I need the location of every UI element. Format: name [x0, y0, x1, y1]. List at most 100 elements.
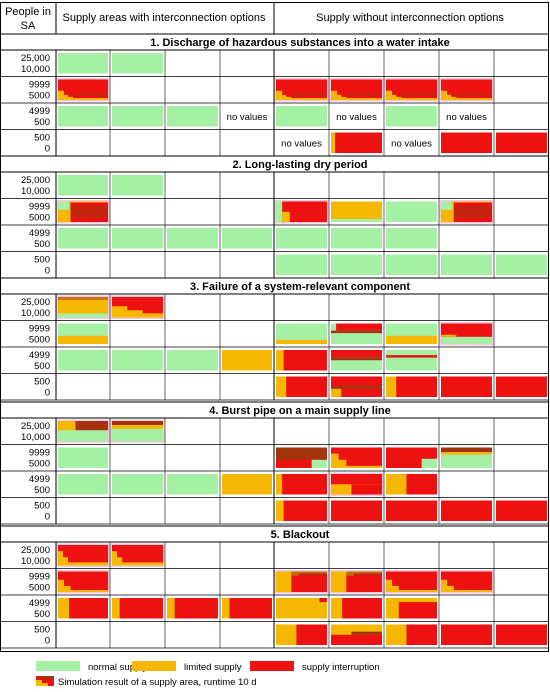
- normal-fill: [58, 106, 108, 127]
- scenario-title: 1. Discharge of hazardous substances int…: [150, 37, 450, 49]
- row-label-upper: 500: [34, 377, 50, 388]
- interruption-top: [112, 297, 163, 303]
- supply-area-cell: [112, 228, 163, 249]
- row-label-upper: 4999: [29, 228, 50, 239]
- limited-fill: [222, 350, 272, 371]
- supply-area-cell: [110, 419, 165, 443]
- supply-area-cell: [167, 106, 218, 127]
- normal-fill: [276, 106, 327, 127]
- supply-area-cell: [329, 570, 384, 594]
- supply-area-cell: [439, 322, 494, 346]
- supply-area-cell: [56, 200, 110, 224]
- supply-area-cell: [441, 500, 492, 521]
- normal-corner: [421, 458, 437, 468]
- supply-area-cell: [439, 200, 494, 224]
- supply-area-cell: [58, 350, 108, 371]
- no-values-label: no values: [227, 112, 268, 123]
- normal-fill: [167, 350, 218, 371]
- limited-line: [441, 452, 492, 455]
- row-label-upper: 25,000: [21, 545, 50, 556]
- interruption-step: [351, 484, 382, 495]
- normal-fill: [386, 350, 437, 371]
- supply-area-cell: [58, 175, 108, 196]
- transition-line: [351, 631, 382, 635]
- supply-area-cell: [386, 598, 437, 619]
- normal-fill: [331, 254, 382, 275]
- interruption-bottom: [276, 459, 327, 468]
- interruption-fill: [441, 624, 492, 645]
- supply-area-cell: [331, 254, 382, 275]
- header-row: People in SA Supply areas with interconn…: [5, 6, 504, 32]
- transition-band: [453, 205, 491, 218]
- interruption-fill: [276, 500, 327, 521]
- cell-over: [441, 579, 492, 592]
- supply-area-cell: [58, 447, 108, 468]
- supply-area-cell: [276, 474, 327, 495]
- supply-area-cell: [384, 570, 439, 594]
- interruption-fill: [386, 376, 437, 397]
- supply-area-cell: [222, 228, 272, 249]
- limited-top: [331, 624, 382, 635]
- supply-area-cell: [222, 474, 272, 495]
- limited-fill: [58, 297, 108, 318]
- supply-area-cell: [386, 106, 437, 127]
- limited-strip: [276, 339, 327, 344]
- supply-area-cell: [56, 570, 110, 594]
- interruption-fill: [441, 132, 492, 153]
- limited-edge: [386, 376, 397, 397]
- supply-area-cell: [386, 474, 437, 495]
- normal-fill: [167, 474, 218, 495]
- supply-area-cell: [56, 419, 110, 443]
- no-values-label: no values: [391, 138, 432, 149]
- row-label-upper: 500: [34, 625, 50, 636]
- supply-area-cell: [112, 598, 163, 619]
- row-label-upper: 500: [34, 133, 50, 144]
- supply-area-cell: [496, 500, 547, 521]
- normal-fill: [441, 254, 492, 275]
- scenario-section: 5. Blackout25,00010,00099995000499950050…: [21, 529, 547, 647]
- group-header-no-interconnection: Supply without interconnection options: [316, 12, 504, 24]
- row-label-lower: 0: [45, 266, 50, 277]
- normal-fill: [58, 228, 108, 249]
- supply-area-cell: [496, 376, 547, 397]
- row-label-lower: 0: [45, 512, 50, 523]
- cell-over: [386, 90, 437, 100]
- supply-area-cell: [58, 106, 108, 127]
- supply-area-cell: [56, 543, 110, 567]
- transition-band: [70, 205, 107, 218]
- supply-area-cell: [274, 200, 329, 224]
- legend-simulation-icon: [36, 676, 54, 686]
- normal-fill: [58, 350, 108, 371]
- supply-area-cell: [386, 500, 437, 521]
- row-label-upper: 9999: [29, 80, 50, 91]
- supply-area-cell: [331, 376, 382, 397]
- transition-line: [331, 385, 382, 389]
- supply-area-cell: [276, 323, 327, 344]
- normal-fill: [331, 228, 382, 249]
- supply-area-cell: [58, 228, 108, 249]
- supply-area-cell: [112, 53, 163, 74]
- limited-edge: [276, 500, 284, 521]
- limited-edge: [58, 598, 69, 619]
- row-label-upper: 25,000: [21, 175, 50, 186]
- supply-area-cell: [58, 323, 108, 344]
- interruption-fill: [496, 376, 547, 397]
- cell-over: [112, 306, 163, 318]
- supply-area-cell: [386, 201, 437, 222]
- supply-area-cell: [276, 624, 327, 645]
- supply-area-cell: [112, 175, 163, 196]
- supply-area-cell: [331, 132, 382, 153]
- interruption-fill: [167, 598, 218, 619]
- supply-area-cell: [167, 474, 218, 495]
- scenario-title: 2. Long-lasting dry period: [232, 159, 367, 171]
- row-label-upper: 500: [34, 501, 50, 512]
- normal-fill: [112, 228, 163, 249]
- cell-over: [58, 90, 108, 100]
- supply-area-cell: [441, 624, 492, 645]
- row-label-upper: 4999: [29, 106, 50, 117]
- supply-area-cell: [331, 624, 382, 645]
- interruption-line: [386, 355, 437, 358]
- scenario-section: 1. Discharge of hazardous substances int…: [21, 37, 547, 155]
- interruption-corner: [319, 598, 327, 603]
